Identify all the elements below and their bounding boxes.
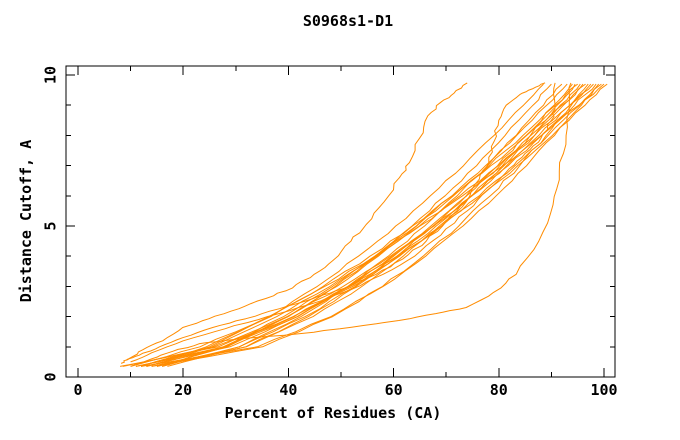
model-curve-model-22	[140, 83, 544, 367]
ticks-group	[66, 66, 615, 378]
y-tick-label: 10	[42, 66, 60, 84]
model-curve-model-02	[125, 82, 546, 361]
model-curve-model-14	[156, 83, 584, 367]
model-curve-model-20	[162, 83, 563, 367]
plot-frame	[65, 65, 616, 378]
model-curve-model-13	[140, 83, 586, 367]
tick-labels-group: 0 20 40 60 80 100 0 5 10	[42, 66, 618, 399]
x-tick-label: 0	[73, 381, 82, 399]
x-tick-label: 20	[174, 381, 192, 399]
x-tick-label: 80	[490, 381, 508, 399]
model-curve-model-03	[130, 82, 556, 363]
model-curve-model-18	[167, 83, 573, 367]
model-curve-model-10	[146, 83, 594, 367]
model-curve-model-19	[156, 83, 568, 367]
x-axis-label: Percent of Residues (CA)	[224, 404, 442, 422]
model-curve-model-07	[135, 83, 602, 367]
model-curve-model-12	[151, 83, 589, 367]
model-curve-model-21	[146, 83, 552, 367]
x-tick-label: 100	[590, 381, 617, 399]
y-tick-label: 5	[42, 221, 60, 230]
model-curve-model-11	[135, 83, 592, 367]
x-tick-label: 40	[279, 381, 297, 399]
model-curve-model-17	[151, 83, 576, 367]
model-curve-model-01	[120, 82, 468, 364]
chart-title: S0968s1-D1	[302, 12, 394, 30]
x-tick-label: 60	[385, 381, 403, 399]
y-tick-label: 0	[42, 372, 60, 381]
model-curve-model-15	[146, 83, 581, 367]
model-curve-model-08	[141, 83, 600, 367]
model-curve-model-04	[130, 82, 572, 367]
curves-group	[120, 82, 608, 367]
